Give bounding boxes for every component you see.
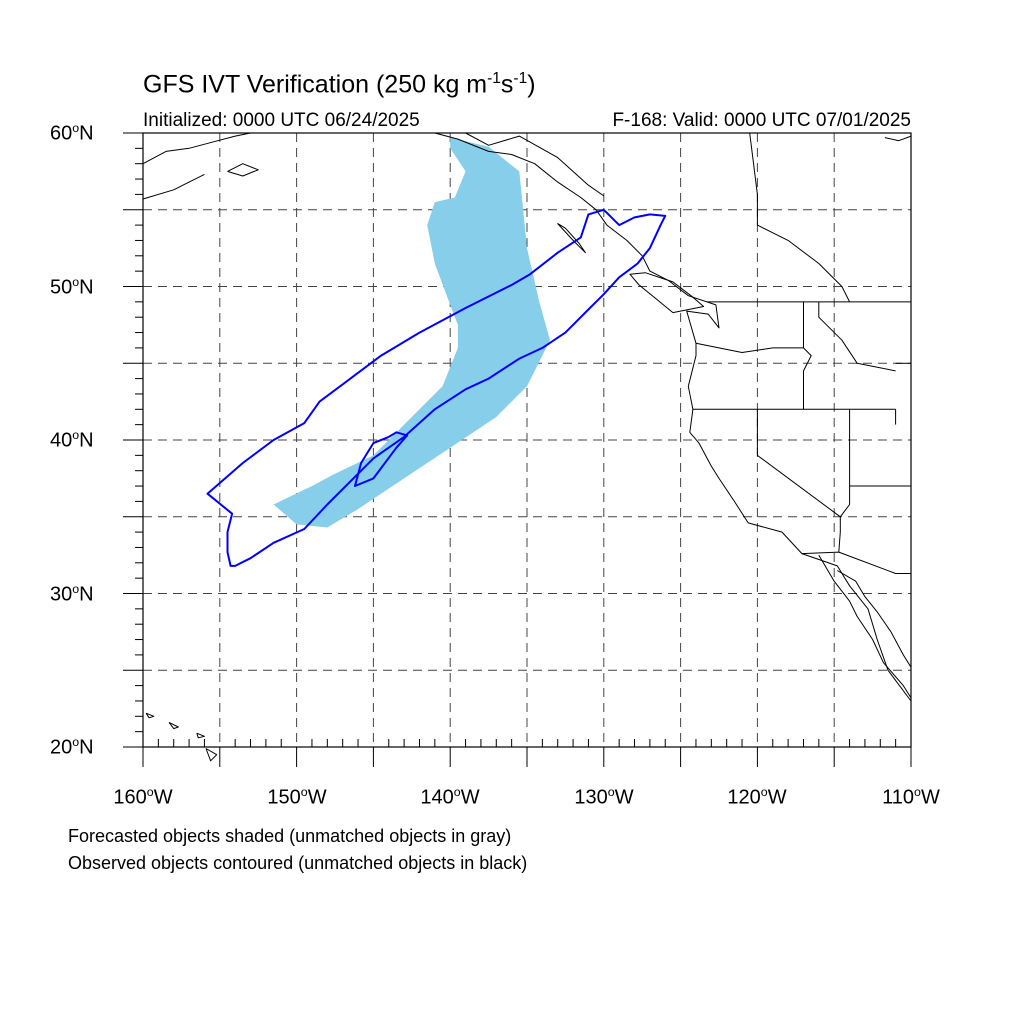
- border-nv-ut-az: [839, 409, 851, 518]
- observed-object-contour: [206, 208, 667, 567]
- border-or-id: [803, 347, 812, 410]
- maui-island: [196, 732, 205, 739]
- vancouver-island: [629, 272, 705, 314]
- map-border: [142, 132, 912, 748]
- initialized-time: Initialized: 0000 UTC 06/24/2025: [143, 110, 420, 131]
- plot-title: GFS IVT Verification (250 kg m-1s-1): [143, 70, 536, 99]
- lon-label-120w: 120oW: [727, 785, 787, 809]
- coastline-alaska-south: [142, 173, 205, 200]
- kodiak-island: [227, 163, 259, 177]
- lat-label-30n: 30oN: [50, 582, 94, 606]
- border-us-mexico: [801, 551, 911, 574]
- border-california: [756, 409, 841, 553]
- lon-label-150w: 150oW: [267, 785, 327, 809]
- coastline-alaska-peninsula: [142, 132, 251, 165]
- lat-label-40n: 40oN: [50, 428, 94, 452]
- kauai-island: [145, 712, 155, 719]
- coastline-ne-corner: [884, 135, 912, 142]
- lat-label-20n: 20oN: [50, 735, 94, 759]
- forecast-ivt-objects: [273, 137, 550, 528]
- lon-label-130w: 130oW: [574, 785, 634, 809]
- coastline-baja-east: [818, 554, 912, 699]
- hawaii-island: [205, 748, 218, 762]
- coastline-gulf-mainland: [837, 570, 912, 668]
- forecast-object-shaded: [273, 137, 550, 528]
- lon-label-110w: 110oW: [882, 785, 940, 809]
- footnote-forecast: Forecasted objects shaded (unmatched obj…: [68, 826, 512, 846]
- observed-ivt-contours: [206, 208, 667, 567]
- border-id-mt: [818, 301, 896, 372]
- axis-ticks: [123, 132, 912, 767]
- border-wa-or-id: [695, 301, 804, 353]
- lat-label-60n: 60oN: [50, 121, 94, 145]
- footnote-observed: Observed objects contoured (unmatched ob…: [68, 853, 528, 873]
- grid-lines: [143, 133, 911, 747]
- haida-gwaii: [557, 223, 586, 254]
- lon-label-140w: 140oW: [420, 785, 480, 809]
- valid-time: F-168: Valid: 0000 UTC 07/01/2025: [612, 110, 911, 131]
- lat-label-50n: 50oN: [50, 275, 94, 299]
- observed-object-inner-contour: [354, 431, 409, 487]
- oahu-island: [168, 721, 179, 730]
- lon-label-160w: 160oW: [113, 785, 173, 809]
- coastlines-borders: [142, 132, 912, 762]
- border-alaska-canada: [465, 132, 605, 197]
- border-bc-alberta: [749, 132, 851, 303]
- coastline-north-america: [434, 132, 912, 702]
